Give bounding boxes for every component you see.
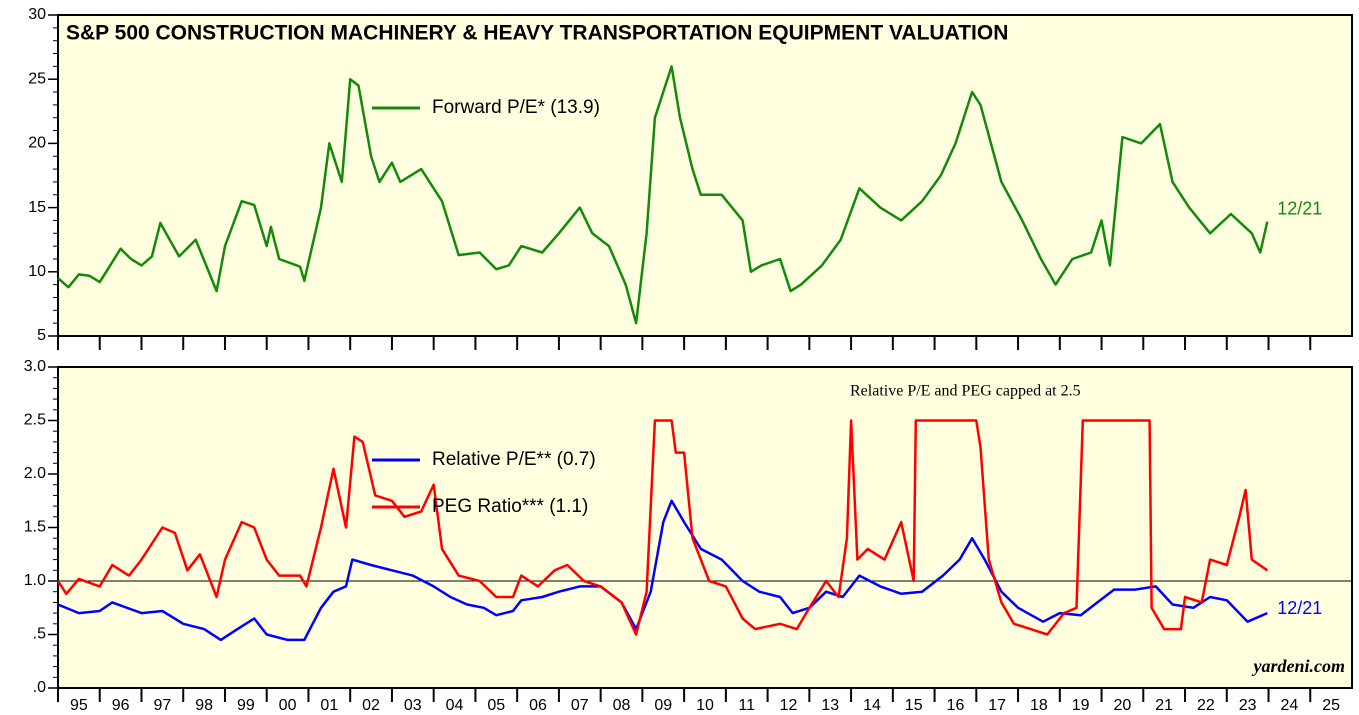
- x-tick-label: 21: [1155, 697, 1173, 714]
- chart-title: S&P 500 CONSTRUCTION MACHINERY & HEAVY T…: [66, 22, 1008, 45]
- annotation: Relative P/E and PEG capped at 2.5: [850, 383, 1081, 400]
- x-tick-label: 98: [195, 697, 213, 714]
- end-label: 12/21: [1277, 598, 1322, 618]
- x-tick-label: 08: [613, 697, 631, 714]
- y-tick-label: 1.5: [24, 519, 46, 536]
- x-tick-label: 18: [1030, 697, 1048, 714]
- line: [57, 65, 1269, 325]
- legend-label: Relative P/E** (0.7): [432, 449, 596, 470]
- x-tick-label: 15: [905, 697, 923, 714]
- x-tick-label: 25: [1322, 697, 1340, 714]
- x-tick-label: 24: [1280, 697, 1298, 714]
- x-tick-label: 11: [738, 697, 755, 714]
- x-tick-label: 14: [863, 697, 881, 714]
- legend-label: PEG Ratio*** (1.1): [432, 496, 588, 517]
- x-tick-label: 01: [320, 697, 338, 714]
- x-tick-label: 22: [1197, 697, 1215, 714]
- x-tick-label: 20: [1114, 697, 1132, 714]
- x-tick-label: 19: [1072, 697, 1090, 714]
- x-tick-label: 00: [279, 697, 297, 714]
- y-tick-label: 15: [28, 199, 46, 216]
- x-tick-label: 13: [821, 697, 839, 714]
- y-tick-label: 30: [28, 6, 46, 23]
- y-tick-label: 20: [28, 135, 46, 152]
- x-tick-label: 97: [153, 697, 171, 714]
- x-tick-label: 07: [571, 697, 589, 714]
- x-tick-label: 96: [112, 697, 130, 714]
- y-tick-label: 3.0: [24, 358, 46, 375]
- x-tick-label: 03: [404, 697, 422, 714]
- x-tick-label: 95: [70, 697, 88, 714]
- end-label: 12/21: [1277, 198, 1322, 218]
- x-tick-label: 16: [947, 697, 965, 714]
- x-tick-label: 04: [446, 697, 464, 714]
- legend-label: Forward P/E* (13.9): [432, 97, 600, 118]
- y-tick-label: .0: [33, 679, 46, 696]
- y-tick-label: .5: [33, 626, 46, 643]
- y-tick-label: 2.0: [24, 465, 46, 482]
- line: [56, 419, 1269, 636]
- plot-area: [57, 14, 1353, 337]
- x-tick-label: 17: [988, 697, 1006, 714]
- x-tick-label: 05: [487, 697, 505, 714]
- x-tick-label: 23: [1239, 697, 1257, 714]
- line: [57, 499, 1268, 642]
- y-tick-label: 1.0: [24, 572, 46, 589]
- y-tick-label: 25: [28, 70, 46, 87]
- y-tick-label: 2.5: [24, 412, 46, 429]
- x-tick-label: 09: [654, 697, 672, 714]
- y-tick-label: 5: [37, 327, 46, 344]
- source: yardeni.com: [1252, 656, 1346, 676]
- x-tick-label: 06: [529, 697, 547, 714]
- y-tick-label: 10: [28, 263, 46, 280]
- x-tick-label: 02: [362, 697, 380, 714]
- x-tick-label: 12: [780, 697, 798, 714]
- x-tick-label: 99: [237, 697, 255, 714]
- x-tick-label: 10: [696, 697, 714, 714]
